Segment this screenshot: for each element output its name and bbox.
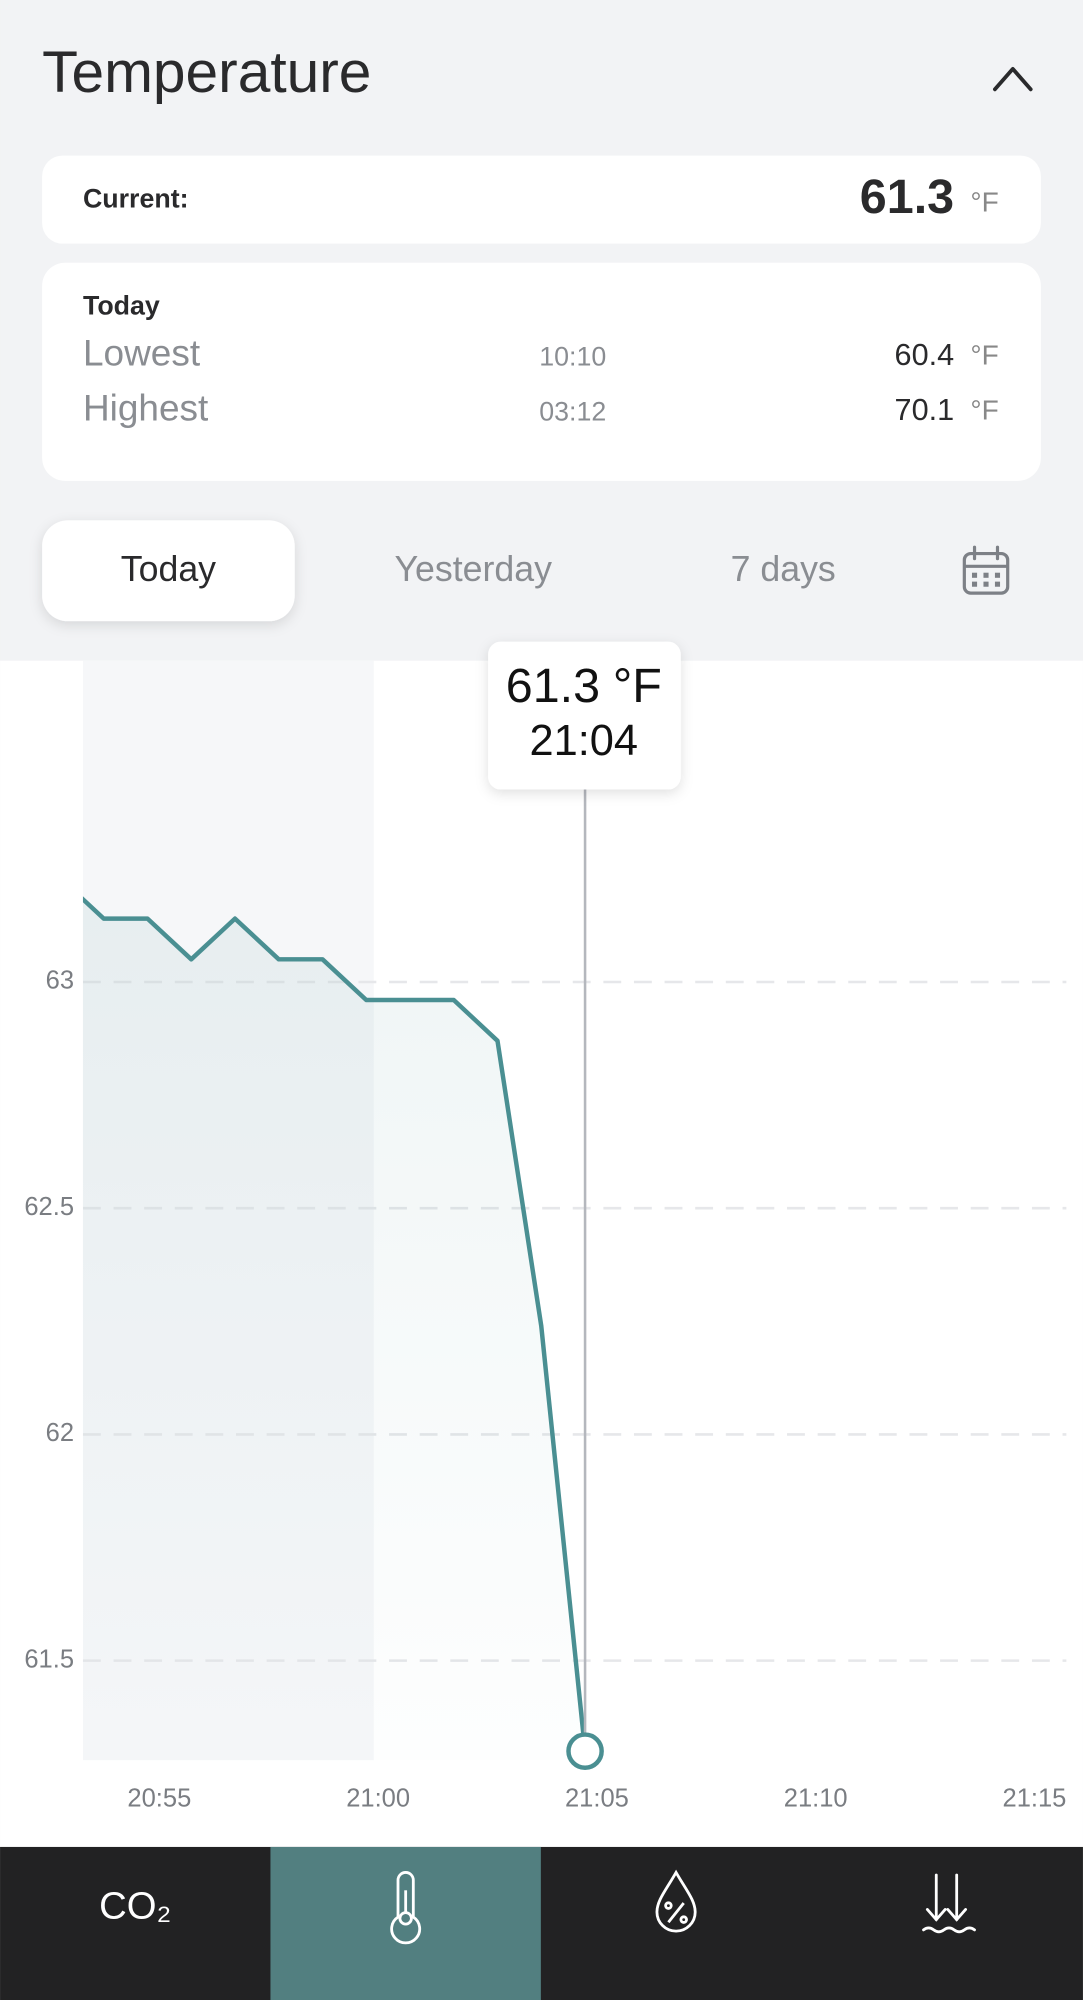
row-unit: °F — [970, 394, 998, 425]
x-tick-label: 21:10 — [784, 1784, 848, 1812]
row-time: 10:10 — [539, 341, 606, 371]
nav-bar — [0, 1846, 1083, 2000]
calendar-button[interactable] — [962, 545, 1010, 595]
chart: 61.5 62 62.5 63 20:55 21:00 21:05 21:10 21:15 61.… — [24, 641, 1067, 1812]
tab-active-bg[interactable] — [42, 520, 295, 622]
tooltip-value: 61.3 °F — [506, 659, 662, 713]
y-tick-label: 62 — [46, 1419, 74, 1447]
row-unit: °F — [970, 340, 998, 371]
x-tick-label: 21:05 — [565, 1784, 629, 1812]
tab[interactable]: Yesterday — [395, 549, 553, 589]
current-value: 61.3 — [860, 170, 954, 224]
row-label: Highest — [83, 387, 208, 428]
tab[interactable]: Today — [121, 549, 216, 589]
point — [566, 1732, 604, 1770]
current-label: Current: — [83, 183, 189, 213]
row-value: 70.1 — [895, 393, 955, 427]
tooltip — [488, 641, 681, 790]
tab[interactable]: 7 days — [731, 549, 836, 589]
y-tick-label: 61.5 — [24, 1645, 74, 1673]
area — [82, 899, 586, 1761]
plot-area — [82, 896, 588, 1761]
tooltip-time: 21:04 — [530, 717, 639, 765]
row-time: 03:12 — [539, 396, 606, 426]
line — [82, 896, 588, 1752]
y-tick-label: 63 — [46, 967, 74, 995]
today-card — [42, 262, 1041, 481]
tooltip-number: 61.3 — [506, 659, 600, 713]
x-tick-label: 21:00 — [346, 1784, 410, 1812]
x-tick-label: 21:15 — [1003, 1784, 1067, 1812]
nav-temperature[interactable] — [390, 1871, 422, 1945]
row-label: Lowest — [83, 333, 200, 374]
tooltip-unit: °F — [613, 659, 662, 713]
nav-pressure[interactable] — [922, 1873, 976, 1934]
x-tick-label: 20:55 — [127, 1784, 191, 1812]
current-card — [42, 155, 1041, 244]
row-value: 60.4 — [895, 338, 955, 372]
nav-humidity[interactable] — [655, 1869, 697, 1933]
current-unit: °F — [970, 186, 998, 217]
y-tick-label: 62.5 — [24, 1193, 74, 1221]
title: Temperature — [42, 40, 371, 105]
collapse-button[interactable] — [993, 66, 1033, 92]
nav-co2[interactable]: CO₂ — [99, 1884, 171, 1927]
today-title: Today — [83, 290, 160, 320]
